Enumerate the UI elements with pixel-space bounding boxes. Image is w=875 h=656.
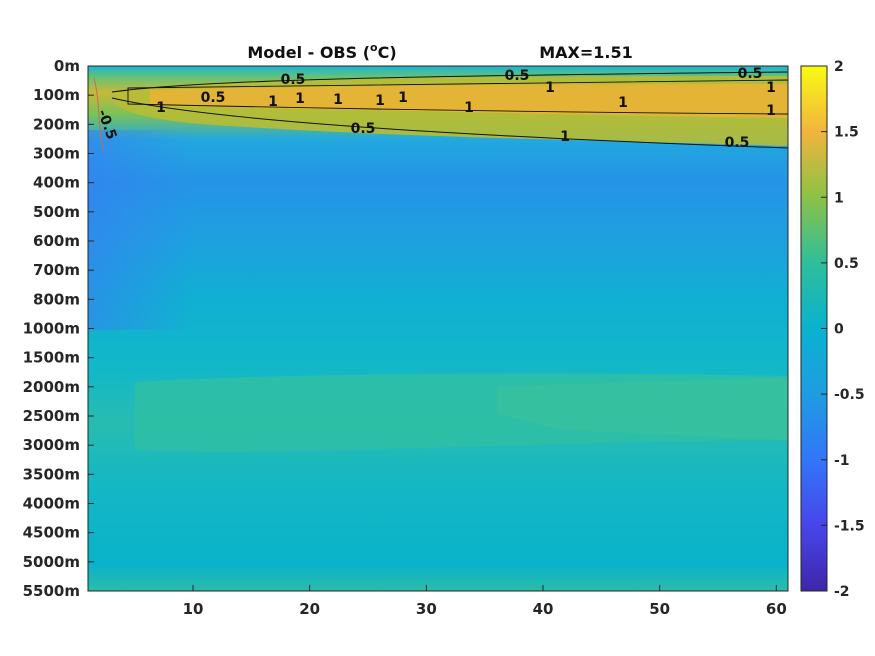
contour-label: 1	[268, 94, 278, 110]
contour-label: 0.5	[505, 68, 530, 84]
y-tick-label: 5500m	[23, 582, 80, 600]
contour-label: 0.5	[281, 72, 306, 88]
y-tick-label: 100m	[33, 86, 80, 104]
contour-label: 1	[545, 80, 555, 96]
x-tick-label: 50	[649, 600, 670, 618]
y-tick-label: 1000m	[23, 320, 80, 338]
x-tick-label: 30	[416, 600, 437, 618]
max-label: MAX=1.51	[539, 43, 633, 62]
contour-label: 1	[156, 100, 166, 116]
colorbar-tick-label: -0.5	[834, 387, 865, 403]
y-tick-label: 1500m	[23, 349, 80, 367]
surface-warm-core	[150, 84, 788, 118]
chart-title: Model - OBS (oC)	[247, 41, 396, 62]
colorbar-tick-label: 2	[834, 59, 844, 75]
y-tick-label: 3500m	[23, 465, 80, 483]
y-tick-label: 700m	[33, 261, 80, 279]
y-tick-label: 2000m	[23, 378, 80, 396]
contour-label: 0.5	[201, 90, 226, 106]
y-tick-label: 500m	[33, 203, 80, 221]
colorbar: 2 1.5 1 0.5 0 -0.5 -1 -1.5 -2	[800, 59, 865, 600]
contour-label: 1	[766, 80, 776, 96]
contour-line-0.5-lower	[111, 97, 789, 149]
colorbar-tick-label: -2	[834, 584, 850, 600]
contour-label: 1	[766, 103, 776, 119]
contour-label: 1	[295, 91, 305, 107]
y-tick-label: 4000m	[23, 495, 80, 513]
y-tick-label: 0m	[54, 57, 80, 75]
contour-label: 1	[333, 92, 343, 108]
contour-label: 1	[618, 95, 628, 111]
y-tick-label: 3000m	[23, 436, 80, 454]
y-tick-label: 400m	[33, 174, 80, 192]
y-tick-label: 600m	[33, 232, 80, 250]
x-tick-label: 60	[766, 600, 787, 618]
y-tick-label: 4500m	[23, 524, 80, 542]
colorbar-tick-label: -1	[834, 453, 850, 469]
contour-label: 0.5	[351, 121, 376, 137]
colorbar-tick-label: -1.5	[834, 518, 865, 534]
y-tick-label: 5000m	[23, 553, 80, 571]
contour-label: 1	[398, 90, 408, 106]
contour-label: 1	[464, 100, 474, 116]
colorbar-tick-label: 0	[834, 322, 844, 338]
colorbar-tick-label: 0.5	[834, 256, 859, 272]
y-tick-label: 2500m	[23, 407, 80, 425]
contour-label: 1	[375, 93, 385, 109]
x-axis: 10 20 30 40 50 60	[183, 585, 787, 618]
heatmap-left-shading	[88, 130, 788, 330]
x-tick-label: 40	[533, 600, 554, 618]
colorbar-tick-label: 1.5	[834, 125, 859, 141]
colorbar-tick-label: 1	[834, 190, 844, 206]
contour-label: 0.5	[738, 66, 763, 82]
x-tick-label: 10	[183, 600, 204, 618]
contour-label: 0.5	[725, 135, 750, 151]
y-tick-label: 800m	[33, 290, 80, 308]
y-axis: 0m 100m 200m 300m 400m 500m 600m 700m 800m 1000m 1…	[23, 57, 94, 600]
plot-area	[87, 65, 789, 592]
x-tick-label: 20	[299, 600, 320, 618]
y-tick-label: 200m	[33, 115, 80, 133]
deep-positive-anomaly-core	[497, 378, 788, 440]
contour-label: 1	[560, 129, 570, 145]
contour-line-negative	[93, 77, 105, 153]
colorbar-ticks: 2 1.5 1 0.5 0 -0.5 -1 -1.5 -2	[821, 59, 865, 600]
y-tick-label: 300m	[33, 145, 80, 163]
